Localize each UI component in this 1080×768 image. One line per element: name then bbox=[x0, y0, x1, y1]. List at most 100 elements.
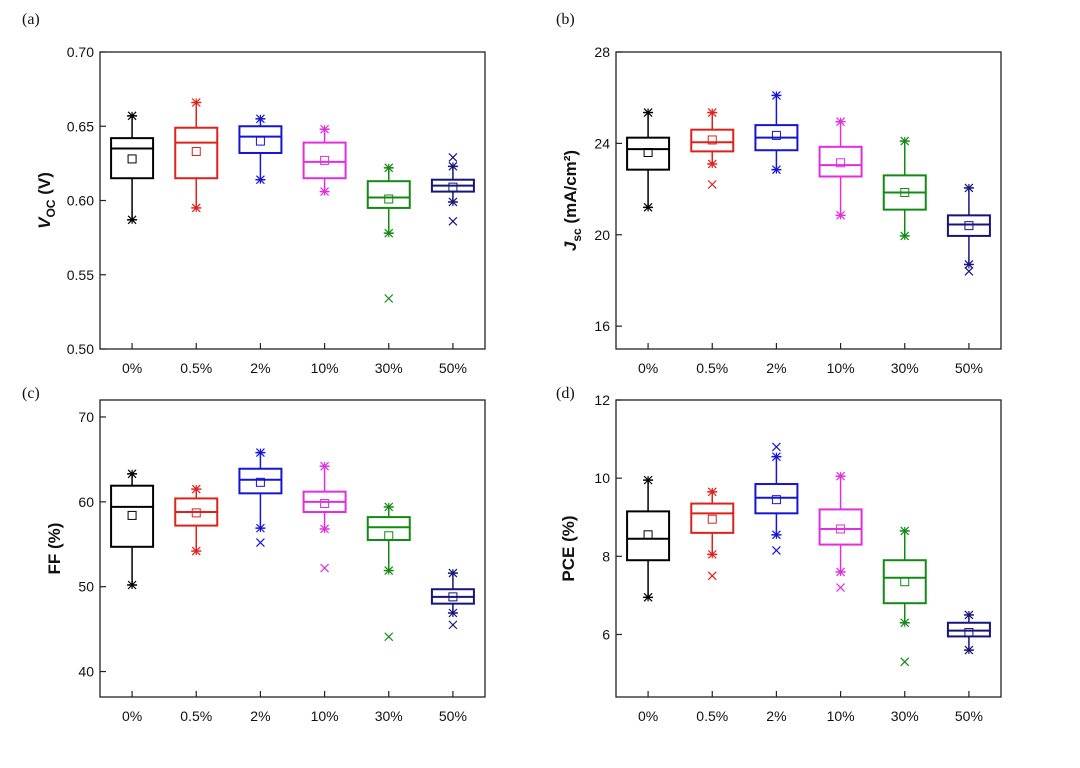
box-0-5pct bbox=[174, 484, 219, 556]
box-0pct bbox=[626, 475, 671, 602]
iqr-box bbox=[690, 128, 735, 153]
box-2pct bbox=[238, 448, 283, 547]
y-tick-label: 8 bbox=[602, 548, 610, 564]
box-10pct bbox=[818, 471, 863, 593]
iqr-box bbox=[690, 502, 735, 534]
y-tick-label: 20 bbox=[594, 227, 610, 243]
mean-marker bbox=[384, 194, 394, 204]
mean-marker bbox=[384, 531, 394, 541]
mean-marker bbox=[771, 130, 781, 140]
box-2pct bbox=[754, 442, 799, 555]
max-marker bbox=[255, 114, 265, 124]
y-tick-label: 6 bbox=[602, 626, 610, 642]
category-label: 50% bbox=[955, 708, 983, 724]
min-marker bbox=[771, 165, 781, 175]
mean-marker bbox=[771, 495, 781, 505]
mean-marker bbox=[836, 524, 846, 534]
outlier-marker bbox=[900, 657, 910, 667]
max-marker bbox=[836, 117, 846, 127]
panel-label: (a) bbox=[22, 11, 40, 28]
box-0-5pct bbox=[174, 98, 219, 213]
iqr-box bbox=[626, 136, 671, 171]
y-tick-label: 60 bbox=[78, 494, 94, 510]
min-marker bbox=[707, 159, 717, 169]
iqr-box bbox=[946, 214, 991, 237]
category-label: 50% bbox=[439, 708, 467, 724]
plot-frame bbox=[615, 399, 1002, 698]
plot-frame bbox=[615, 51, 1002, 350]
category-label: 10% bbox=[311, 708, 339, 724]
category-label: 0% bbox=[122, 360, 142, 376]
category-label: 30% bbox=[891, 708, 919, 724]
y-axis-label: Jsc (mA/cm²) bbox=[561, 150, 584, 251]
max-marker bbox=[384, 502, 394, 512]
y-axis-label: FF (%) bbox=[45, 523, 64, 575]
outlier-marker bbox=[707, 571, 717, 581]
y-tick-label: 16 bbox=[594, 318, 610, 334]
min-marker bbox=[191, 546, 201, 556]
category-label: 0.5% bbox=[696, 708, 728, 724]
box-10pct bbox=[818, 117, 863, 220]
outlier-marker bbox=[384, 632, 394, 642]
y-tick-label: 0.55 bbox=[67, 267, 94, 283]
max-marker bbox=[448, 161, 458, 171]
y-axis-label-sub: sc bbox=[570, 228, 584, 242]
category-label: 10% bbox=[827, 360, 855, 376]
box-0pct bbox=[626, 108, 671, 212]
iqr-box bbox=[882, 559, 927, 605]
mean-marker bbox=[448, 182, 458, 192]
box-30pct bbox=[366, 502, 411, 642]
min-marker bbox=[448, 197, 458, 207]
max-marker bbox=[255, 448, 265, 458]
iqr-box bbox=[818, 508, 863, 546]
box-50pct bbox=[946, 610, 991, 655]
outlier-marker bbox=[448, 153, 458, 162]
outlier-marker bbox=[771, 442, 781, 452]
mean-marker bbox=[448, 592, 458, 602]
outlier-marker bbox=[964, 266, 974, 276]
category-label: 2% bbox=[766, 360, 786, 376]
min-marker bbox=[836, 210, 846, 220]
max-marker bbox=[900, 526, 910, 536]
mean-marker bbox=[191, 146, 201, 156]
max-marker bbox=[384, 163, 394, 173]
category-label: 0% bbox=[638, 708, 658, 724]
y-axis-label: VOC (V) bbox=[35, 172, 58, 229]
box-30pct bbox=[882, 526, 927, 667]
y-axis-label-main: FF (%) bbox=[45, 523, 64, 575]
y-tick-label: 0.60 bbox=[67, 193, 94, 209]
iqr-box bbox=[238, 467, 283, 495]
mean-marker bbox=[255, 136, 265, 146]
mean-marker bbox=[643, 530, 653, 540]
y-tick-label: 0.50 bbox=[67, 341, 94, 357]
category-label: 10% bbox=[827, 708, 855, 724]
min-marker bbox=[643, 592, 653, 602]
max-marker bbox=[643, 475, 653, 485]
box-10pct bbox=[302, 461, 347, 573]
y-tick-label: 0.70 bbox=[67, 44, 94, 60]
category-label: 2% bbox=[766, 708, 786, 724]
mean-marker bbox=[964, 628, 974, 638]
outlier-marker bbox=[448, 216, 458, 226]
iqr-box bbox=[626, 510, 671, 562]
chart-panel-4: (d) 6 8 10 12 0% 0.5% 2% 10% 30% 50% PCE (%) bbox=[556, 385, 1002, 724]
outlier-marker bbox=[255, 538, 265, 547]
category-label: 2% bbox=[250, 360, 270, 376]
outlier-marker bbox=[771, 546, 781, 555]
max-marker bbox=[964, 610, 974, 620]
min-marker bbox=[384, 228, 394, 238]
min-marker bbox=[127, 215, 137, 225]
box-10pct bbox=[302, 124, 347, 197]
y-axis-label-unit: (mA/cm²) bbox=[561, 150, 580, 228]
min-marker bbox=[900, 618, 910, 628]
max-marker bbox=[320, 461, 330, 471]
y-axis-label: PCE (%) bbox=[559, 515, 578, 581]
iqr-box bbox=[302, 141, 347, 180]
box-0-5pct bbox=[690, 108, 735, 189]
outlier-marker bbox=[384, 294, 394, 303]
box-2pct bbox=[754, 90, 799, 175]
box-30pct bbox=[366, 163, 411, 303]
mean-marker bbox=[964, 221, 974, 231]
category-label: 2% bbox=[250, 708, 270, 724]
panel-label: (d) bbox=[556, 385, 575, 402]
